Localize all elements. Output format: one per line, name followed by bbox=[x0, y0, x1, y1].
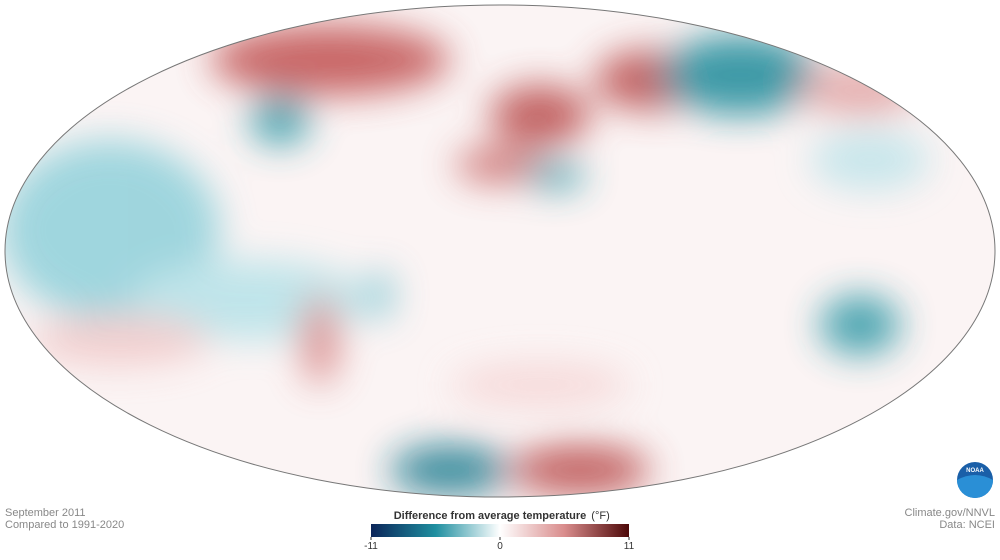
color-bar bbox=[371, 524, 629, 537]
tick-label: 0 bbox=[497, 541, 503, 552]
legend-unit: (°F) bbox=[591, 510, 609, 522]
globe-outline bbox=[4, 4, 996, 498]
source: Data: NCEI bbox=[939, 519, 995, 531]
legend-title: Difference from average temperature bbox=[394, 510, 587, 522]
logo: NOAA bbox=[957, 462, 993, 498]
period: September 2011 bbox=[5, 507, 86, 519]
credit: Climate.gov/NNVL bbox=[905, 507, 995, 519]
anomaly-field bbox=[5, 5, 995, 497]
tick-label: -11 bbox=[364, 541, 378, 552]
logo-text: NOAA bbox=[966, 468, 984, 474]
tick-label: 11 bbox=[624, 541, 635, 552]
baseline: Compared to 1991-2020 bbox=[5, 519, 124, 531]
